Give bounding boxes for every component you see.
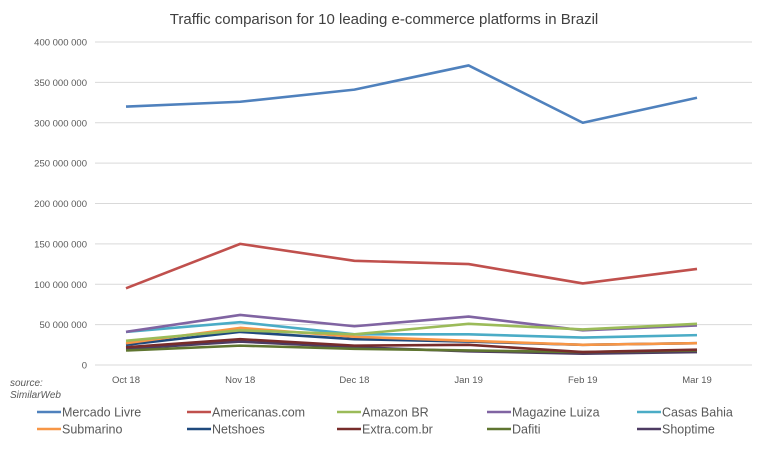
legend-label: Dafiti — [512, 423, 540, 437]
legend-label: Mercado Livre — [62, 406, 141, 420]
source-label: source: SimilarWeb — [10, 378, 61, 401]
legend-label: Magazine Luiza — [512, 406, 600, 420]
legend-label: Submarino — [62, 423, 122, 437]
series-line-submarino — [125, 326, 698, 347]
y-tick-label: 0 — [82, 361, 87, 372]
legend-label: Casas Bahia — [662, 406, 733, 420]
legend-item: Mercado Livre — [37, 406, 141, 420]
x-tick-label: Jan 19 — [454, 375, 483, 386]
source-line-2: SimilarWeb — [10, 390, 61, 401]
y-tick-label: 300 000 000 — [34, 118, 87, 129]
legend-label: Netshoes — [212, 423, 265, 437]
y-tick-label: 150 000 000 — [34, 239, 87, 250]
legend-item: Amazon BR — [337, 406, 429, 420]
legend-item: Shoptime — [637, 423, 715, 437]
legend-label: Amazon BR — [362, 406, 429, 420]
series-line-mercado-livre — [125, 64, 698, 125]
y-tick-label: 200 000 000 — [34, 199, 87, 210]
y-tick-label: 100 000 000 — [34, 280, 87, 291]
y-tick-label: 350 000 000 — [34, 78, 87, 89]
legend-item: Dafiti — [487, 423, 540, 437]
series-line-americanas-com — [125, 242, 698, 290]
x-tick-label: Nov 18 — [225, 375, 255, 386]
x-tick-label: Feb 19 — [568, 375, 598, 386]
legend-label: Extra.com.br — [362, 423, 433, 437]
legend-item: Netshoes — [187, 423, 265, 437]
x-tick-label: Mar 19 — [682, 375, 712, 386]
legend-item: Submarino — [37, 423, 122, 437]
series-line-casas-bahia — [125, 320, 698, 339]
legend-item: Extra.com.br — [337, 423, 433, 437]
chart-title: Traffic comparison for 10 leading e-comm… — [170, 11, 599, 28]
legend-label: Americanas.com — [212, 406, 305, 420]
legend-item: Casas Bahia — [637, 406, 733, 420]
series-line-amazon-br — [125, 322, 698, 343]
legend: Mercado Livre Americanas.com Amazon BR Maga… — [37, 406, 733, 437]
legend-item: Americanas.com — [187, 406, 305, 420]
y-tick-label: 250 000 000 — [34, 159, 87, 170]
y-tick-label: 400 000 000 — [34, 38, 87, 49]
legend-label: Shoptime — [662, 423, 715, 437]
x-tick-label: Dec 18 — [339, 375, 369, 386]
y-tick-label: 50 000 000 — [39, 320, 87, 331]
series-line-extra-com-br — [125, 337, 698, 354]
source-line-1: source: — [10, 378, 43, 389]
x-tick-label: Oct 18 — [112, 375, 140, 386]
legend-item: Magazine Luiza — [487, 406, 600, 420]
